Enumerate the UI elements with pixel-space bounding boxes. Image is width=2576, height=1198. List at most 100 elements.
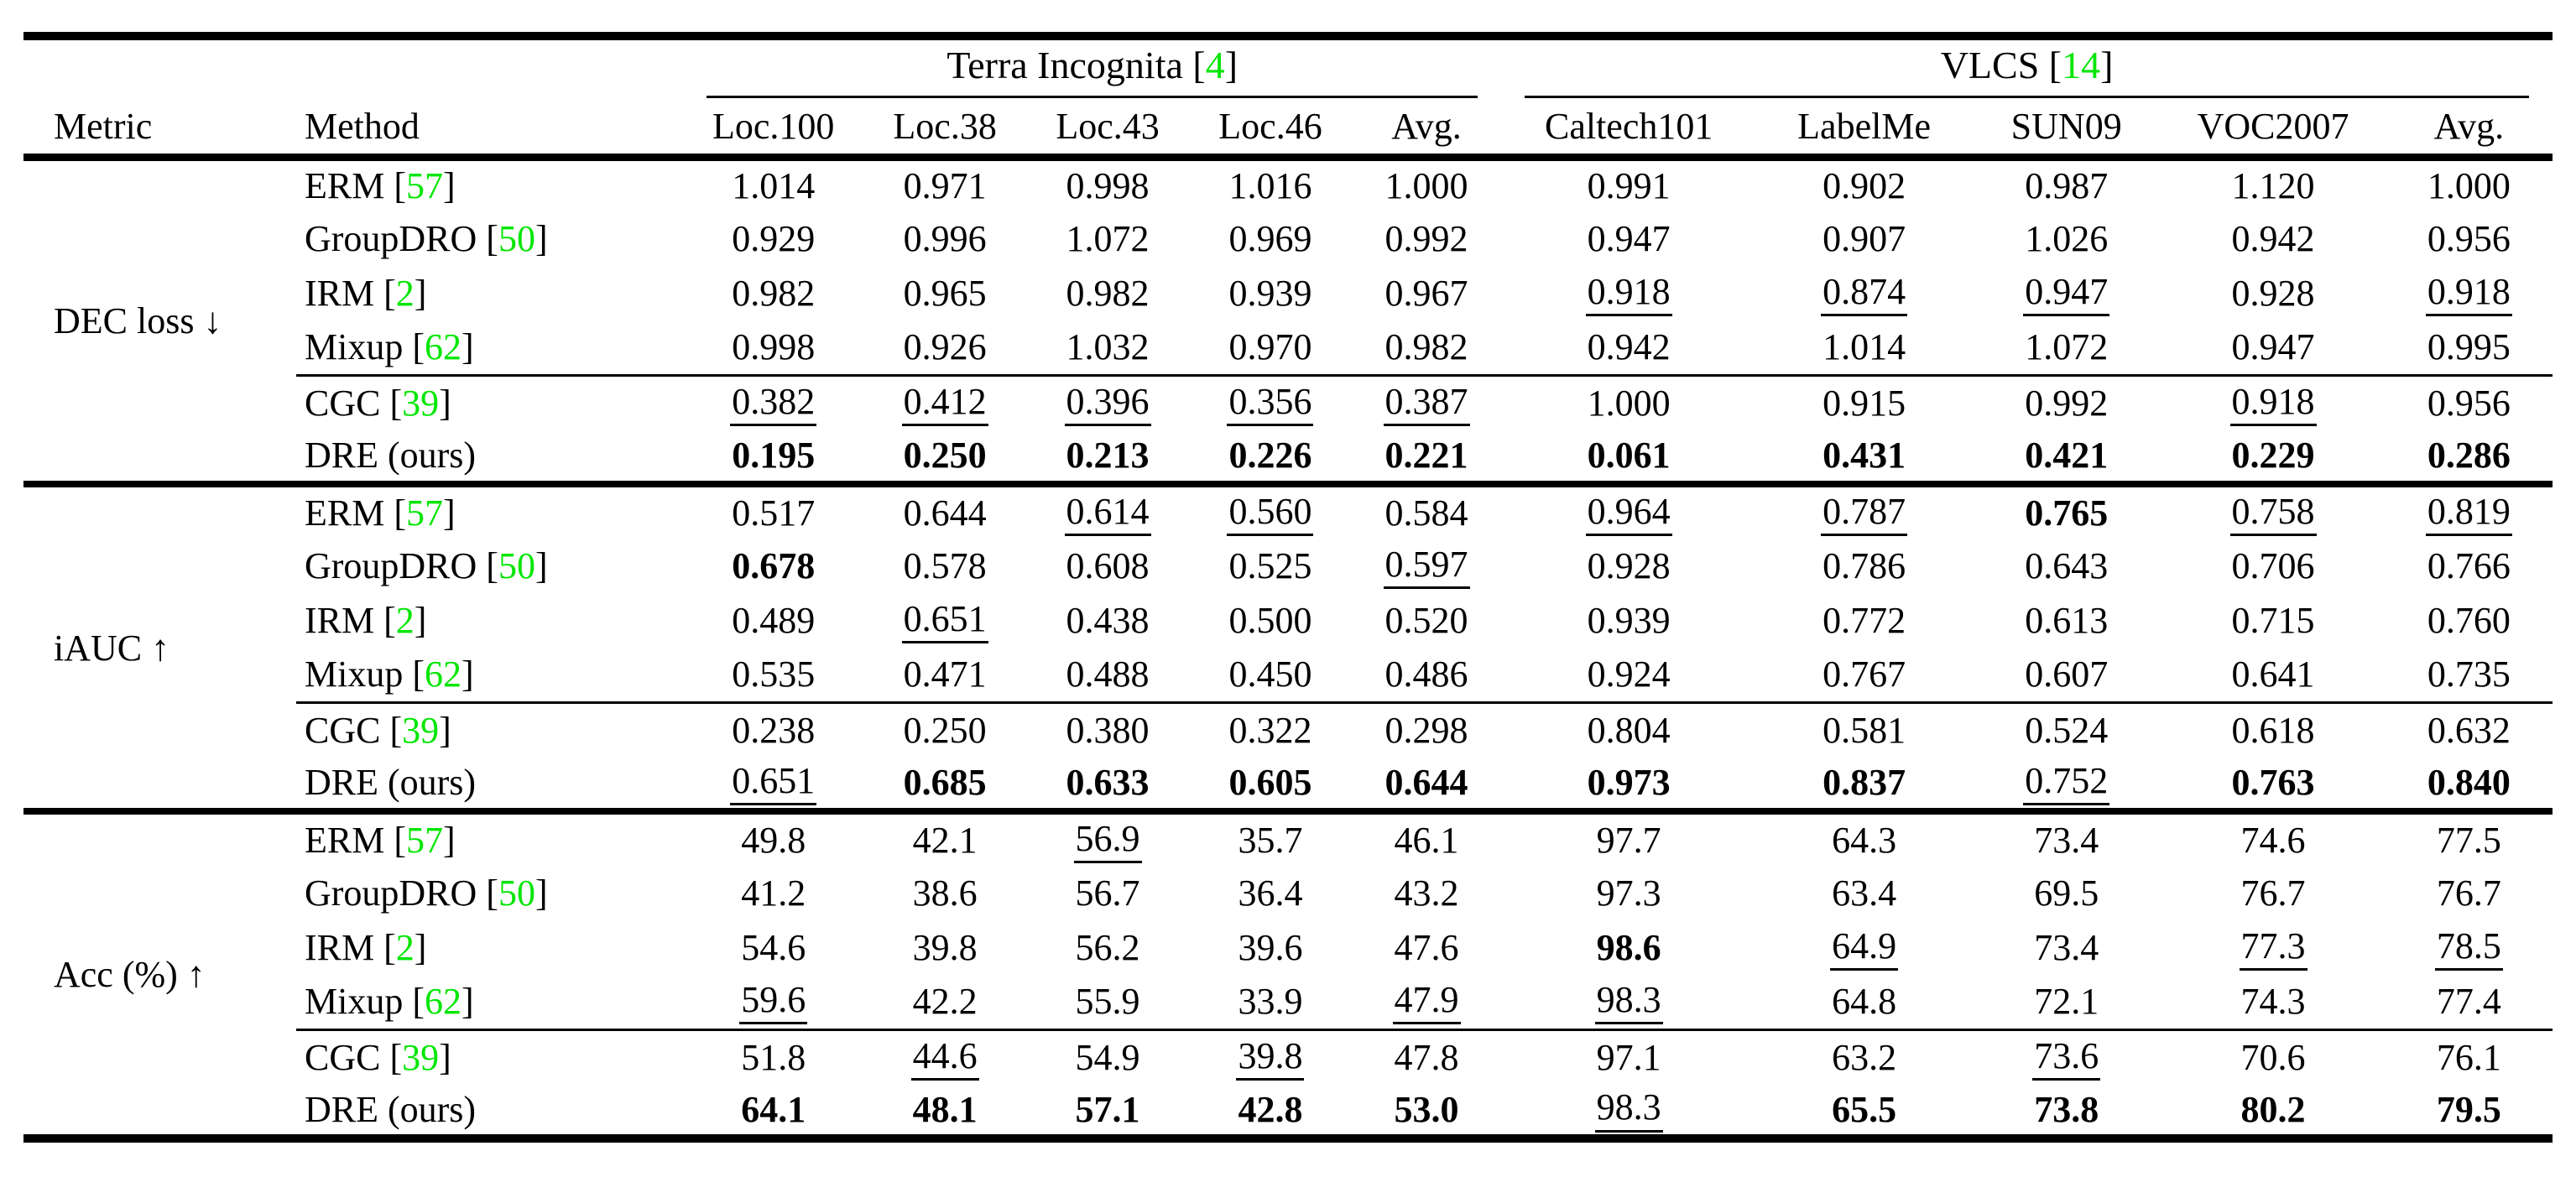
metric-label: Acc (%) ↑: [54, 954, 206, 995]
value: 0.964: [1585, 492, 1672, 537]
value-cell: 74.3: [2161, 975, 2385, 1029]
value: 0.735: [2427, 654, 2511, 695]
value: 33.9: [1238, 981, 1303, 1023]
value-cell: 1.016: [1189, 157, 1352, 211]
metric-label: iAUC ↑: [54, 627, 170, 669]
value-cell: 0.535: [683, 648, 863, 702]
method-column-header: Method: [304, 106, 420, 148]
value: 76.1: [2436, 1036, 2501, 1078]
value-cell: 42.2: [863, 975, 1026, 1029]
citation-link[interactable]: 14: [2062, 43, 2101, 86]
value-cell: 0.633: [1026, 757, 1189, 811]
citation-link[interactable]: 50: [498, 545, 535, 586]
method-name: CGC: [304, 709, 381, 751]
value: 56.2: [1075, 927, 1140, 968]
citation-link[interactable]: 39: [402, 1036, 440, 1078]
value-cell: 0.632: [2385, 701, 2553, 757]
value: 0.758: [2229, 492, 2317, 537]
value: 39.6: [1238, 927, 1303, 968]
value-cell: 0.412: [863, 373, 1027, 430]
value: 1.000: [2427, 165, 2511, 207]
value-cell: 0.608: [1026, 539, 1189, 593]
value-cell: 0.581: [1756, 701, 1972, 757]
value: 80.2: [2240, 1088, 2306, 1130]
value: 0.982: [1066, 273, 1150, 314]
value: 0.471: [903, 654, 987, 695]
col-header-labelme: LabelMe: [1797, 106, 1931, 148]
value-cell: 77.5: [2386, 811, 2553, 866]
value-cell: 0.607: [1972, 648, 2161, 702]
value: 0.902: [1822, 165, 1906, 207]
method-cell: GroupDRO [50]: [304, 545, 548, 586]
value: 0.928: [1587, 545, 1671, 586]
value-cell: 0.840: [2386, 757, 2553, 811]
value: 0.581: [1822, 709, 1906, 751]
value: 39.8: [912, 927, 978, 968]
citation-link[interactable]: 2: [395, 273, 415, 314]
value: 1.016: [1228, 165, 1312, 207]
value: 0.969: [1228, 218, 1312, 259]
value: 0.956: [2427, 218, 2511, 259]
value-cell: 0.061: [1501, 430, 1756, 484]
value-cell: 1.014: [1756, 320, 1972, 375]
value: 97.3: [1596, 872, 1661, 914]
value-cell: 0.924: [1501, 648, 1756, 702]
citation-link[interactable]: 2: [395, 600, 415, 641]
col-header-caltech101: Caltech101: [1544, 106, 1713, 148]
value-cell: 0.787: [1756, 484, 1972, 539]
method-name: IRM: [304, 600, 375, 641]
method-name: CGC: [304, 382, 381, 424]
value-cell: 0.964: [1501, 484, 1756, 539]
citation-link[interactable]: 57: [405, 492, 443, 534]
value-cell: 74.6: [2161, 811, 2385, 866]
table-row: DRE (ours) 0.651 0.685 0.633 0.605 0.644 0.973…: [23, 757, 2553, 811]
value: 0.221: [1384, 435, 1468, 476]
value: 0.387: [1383, 382, 1470, 426]
value-cell: 0.614: [1026, 484, 1189, 539]
value: 97.7: [1596, 820, 1661, 861]
method-cell: CGC [39]: [295, 1028, 684, 1084]
value: 64.9: [1830, 926, 1899, 971]
citation-link[interactable]: 62: [424, 326, 461, 368]
citation-link[interactable]: 50: [498, 872, 535, 914]
citation-link[interactable]: 57: [405, 820, 443, 861]
value: 38.6: [912, 872, 978, 914]
value: 0.772: [1822, 600, 1906, 641]
value: 0.939: [1587, 600, 1671, 641]
value: 69.5: [2034, 872, 2099, 914]
citation-link[interactable]: 39: [402, 382, 440, 424]
citation-link[interactable]: 57: [405, 165, 443, 207]
col-header-sun09: SUN09: [2010, 106, 2122, 148]
value-cell: 64.1: [683, 1084, 863, 1138]
value: 0.322: [1228, 709, 1312, 751]
value-cell: 65.5: [1756, 1084, 1972, 1138]
method-cell: IRM [2]: [304, 273, 427, 314]
value-cell: 1.014: [683, 157, 863, 211]
value-cell: 0.517: [683, 484, 863, 539]
value-cell: 1.000: [1501, 373, 1757, 430]
table-row: Mixup [62] 59.6 42.2 55.9 33.9 47.9 98.3 64.8 72…: [23, 975, 2553, 1029]
value-cell: 0.221: [1352, 430, 1501, 484]
value-cell: 0.965: [863, 266, 1026, 320]
citation-link[interactable]: 62: [424, 981, 461, 1023]
value: 42.2: [912, 981, 978, 1023]
method-name: IRM: [304, 927, 375, 968]
citation-link[interactable]: 4: [1205, 43, 1225, 86]
value: 98.3: [1594, 1088, 1663, 1133]
value-cell: 39.6: [1189, 920, 1352, 975]
col-header-loc43: Loc.43: [1056, 106, 1160, 148]
value-cell: 0.578: [863, 539, 1026, 593]
citation-link[interactable]: 50: [498, 218, 535, 259]
citation-link[interactable]: 39: [402, 709, 440, 751]
citation-link[interactable]: 62: [424, 654, 461, 695]
value: 0.607: [2025, 654, 2109, 695]
value-cell: 0.970: [1189, 320, 1352, 375]
value-cell: 98.3: [1501, 975, 1756, 1029]
value: 46.1: [1394, 820, 1459, 861]
value: 0.947: [1587, 218, 1671, 259]
method-cell: IRM [2]: [304, 600, 427, 641]
value-cell: 0.939: [1501, 593, 1756, 648]
citation-link[interactable]: 2: [395, 927, 415, 968]
value-cell: 98.3: [1501, 1084, 1756, 1138]
value: 0.641: [2231, 654, 2315, 695]
